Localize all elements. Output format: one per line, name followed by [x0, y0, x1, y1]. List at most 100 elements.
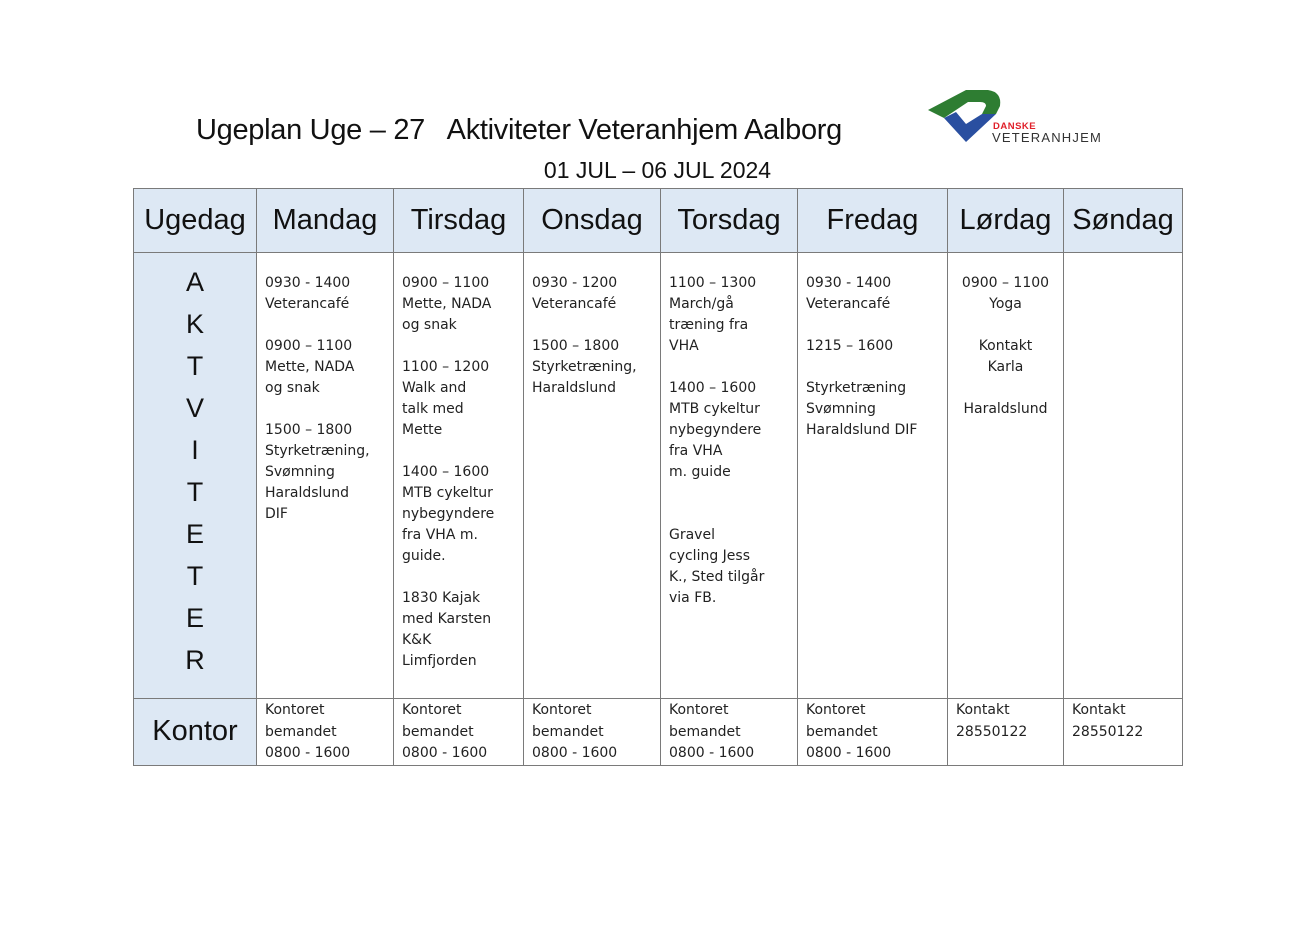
activity-line [265, 399, 385, 420]
activity-text: 1100 – 1300 March/gå træning fra VHA 1400 –… [661, 253, 797, 609]
office-cell: Kontoret bemandet 0800 - 1600 [660, 698, 798, 766]
vertical-label-letter: I [191, 435, 199, 465]
office-line: 0800 - 1600 [265, 745, 351, 761]
office-label: Kontor [133, 698, 257, 766]
office-line: 0800 - 1600 [532, 745, 618, 761]
activity-line: Svømning [806, 401, 876, 417]
office-text: Kontoret bemandet 0800 - 1600 [661, 699, 797, 765]
office-line: Kontoret [402, 702, 462, 718]
activity-line: DIF [265, 506, 288, 522]
activity-line: Haraldslund [963, 401, 1048, 417]
activity-line [956, 378, 1055, 399]
activity-line: Styrketræning, [265, 443, 370, 459]
activity-cell: 0930 - 1400 Veterancafé 0900 – 1100 Mette,… [256, 252, 394, 699]
activity-cell: 1100 – 1300 March/gå træning fra VHA 1400 –… [660, 252, 798, 699]
activity-line: talk med [402, 401, 464, 417]
activity-line [806, 357, 939, 378]
office-line: 0800 - 1600 [669, 745, 755, 761]
office-text: Kontoret bemandet 0800 - 1600 [257, 699, 393, 765]
activity-line: m. guide [669, 464, 731, 480]
activity-line: Mette [402, 422, 443, 438]
activity-line: 0930 - 1400 [265, 275, 351, 291]
activity-line: fra VHA m. [402, 527, 478, 543]
header-day: Søndag [1063, 188, 1183, 253]
activity-line: 1215 – 1600 [806, 338, 894, 354]
office-line: Kontoret [532, 702, 592, 718]
activity-line [402, 441, 515, 462]
date-range: 01 JUL – 06 JUL 2024 [0, 157, 1315, 184]
office-line: 28550122 [1072, 723, 1144, 740]
activity-line: K&K [402, 632, 432, 648]
activity-text: 0930 - 1400 Veterancafé 1215 – 1600 Styrk… [798, 253, 947, 441]
activity-cell: 0900 – 1100 Mette, NADA og snak 1100 – 120… [393, 252, 524, 699]
activity-line: MTB cykeltur [402, 485, 493, 501]
header-day: Fredag [797, 188, 948, 253]
office-cell: Kontoret bemandet 0800 - 1600 [256, 698, 394, 766]
activity-line [402, 567, 515, 588]
activity-line: Yoga [989, 296, 1022, 312]
office-line: Kontoret [265, 702, 325, 718]
activity-line: Styrketræning [806, 380, 907, 396]
office-line: bemandet [265, 723, 337, 740]
activity-line: Haraldslund DIF [806, 422, 918, 438]
office-cell: Kontoret bemandet 0800 - 1600 [393, 698, 524, 766]
activity-line: 1500 – 1800 [265, 422, 353, 438]
activity-text: 0930 - 1200 Veterancafé 1500 – 1800 Styrke… [524, 253, 660, 399]
activity-line: 1400 – 1600 [402, 464, 490, 480]
office-line: Kontakt [956, 702, 1010, 718]
activity-line: 1830 Kajak [402, 590, 481, 606]
logo-text-danske: DANSKE [993, 121, 1037, 132]
activity-line: 1500 – 1800 [532, 338, 620, 354]
header-day: Torsdag [660, 188, 798, 253]
header-day: Lørdag [947, 188, 1064, 253]
office-line: 28550122 [956, 723, 1028, 740]
activity-cell [1063, 252, 1183, 699]
activity-line: fra VHA [669, 443, 723, 459]
activity-line: VHA [669, 338, 699, 354]
header-day: Onsdag [523, 188, 661, 253]
office-line: bemandet [532, 723, 604, 740]
activity-text: 0930 - 1400 Veterancafé 0900 – 1100 Mette,… [257, 253, 393, 525]
office-line: Kontakt [1072, 702, 1126, 718]
page-title: Ugeplan Uge – 27 Aktiviteter Veteranhjem… [196, 114, 842, 146]
vertical-label-letter: A [185, 267, 204, 297]
activity-line: Veterancafé [532, 296, 617, 312]
logo-mark-icon [928, 90, 1001, 142]
activity-text: 0900 – 1100 Mette, NADA og snak 1100 – 120… [394, 253, 523, 672]
activity-line: Karla [987, 359, 1024, 375]
activity-line: og snak [265, 380, 320, 396]
vertical-label-letter: V [185, 393, 204, 423]
activity-line: 0900 – 1100 [265, 338, 353, 354]
vertical-label-letter: T [186, 561, 204, 591]
vertical-label-letter: E [185, 519, 204, 549]
office-line: 0800 - 1600 [402, 745, 488, 761]
header-ugedag: Ugedag [133, 188, 257, 253]
activity-line: nybegyndere [669, 422, 762, 438]
office-text: Kontoret bemandet 0800 - 1600 [524, 699, 660, 765]
activity-cell: 0930 - 1200 Veterancafé 1500 – 1800 Styrke… [523, 252, 661, 699]
activity-line: 0930 - 1200 [532, 275, 618, 291]
schedule-table: Ugedag Mandag Tirsdag Onsdag Torsdag Fredag Lø… [133, 188, 1183, 766]
header-day: Mandag [256, 188, 394, 253]
activity-line [806, 315, 939, 336]
date-range-text: 01 JUL – 06 JUL 2024 [543, 157, 772, 183]
activity-line: 0900 – 1100 [402, 275, 490, 291]
activity-cell: 0930 - 1400 Veterancafé 1215 – 1600 Styrk… [797, 252, 948, 699]
vertical-label-letter: R [185, 645, 205, 675]
office-line: bemandet [402, 723, 474, 740]
office-line: 0800 - 1600 [806, 745, 892, 761]
office-cell: Kontakt 28550122 [947, 698, 1064, 766]
activity-line: via FB. [669, 590, 717, 606]
header-day: Tirsdag [393, 188, 524, 253]
activity-line [669, 483, 789, 504]
office-cell: Kontakt 28550122 [1063, 698, 1183, 766]
office-text: Kontakt 28550122 [1064, 699, 1182, 743]
activity-line: Mette, NADA [265, 359, 355, 375]
activity-line [956, 315, 1055, 336]
activity-line: og snak [402, 317, 457, 333]
activity-line: K., Sted tilgår [669, 569, 765, 585]
activity-line: Svømning [265, 464, 335, 480]
activity-line: MTB cykeltur [669, 401, 760, 417]
office-line: Kontoret [806, 702, 866, 718]
